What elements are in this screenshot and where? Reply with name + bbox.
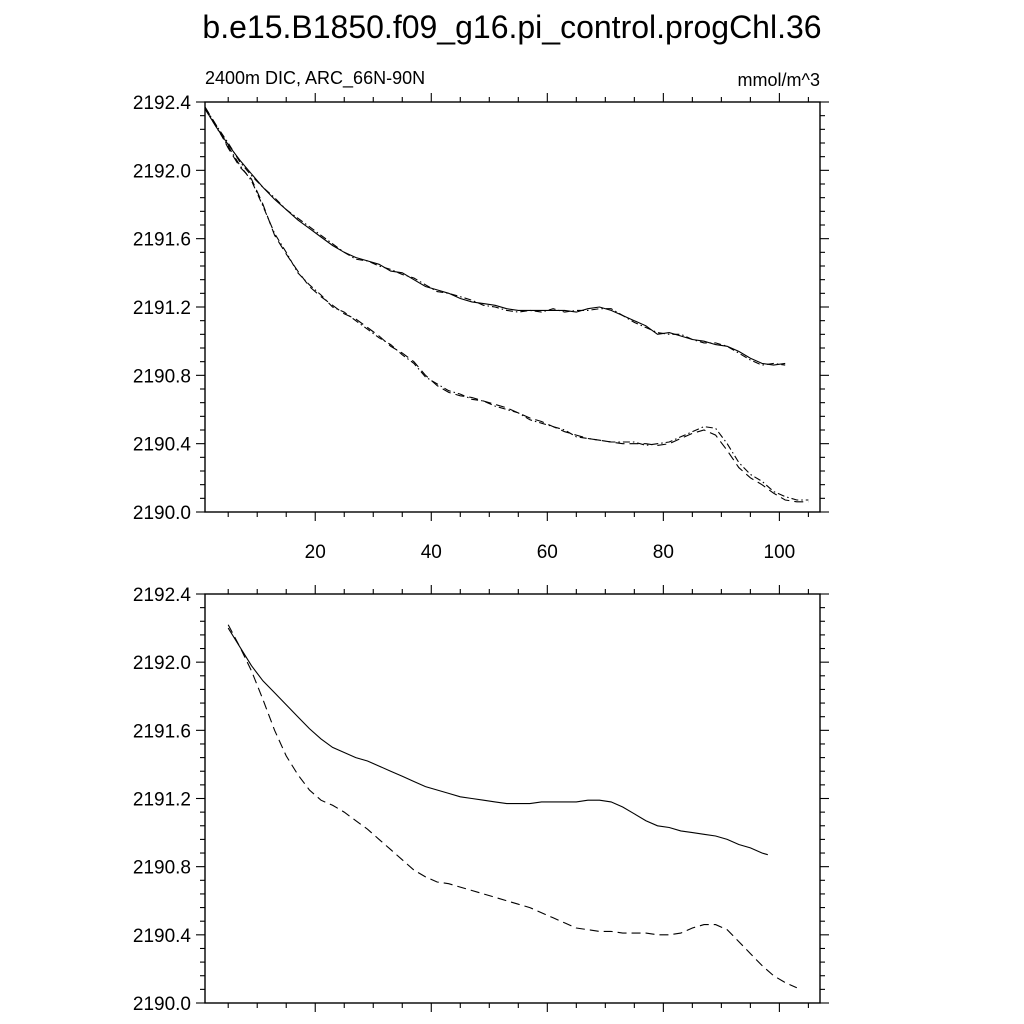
x-tick-label: 80 bbox=[653, 542, 674, 563]
series-line-4-dash-dot bbox=[204, 108, 809, 501]
y-tick-label: 2190.8 bbox=[133, 858, 191, 879]
x-tick-label: 60 bbox=[537, 542, 558, 563]
y-tick-label: 2191.6 bbox=[133, 230, 191, 251]
x-tick-label: 20 bbox=[305, 542, 326, 563]
y-tick-label: 2191.2 bbox=[133, 298, 191, 319]
series-line-1-solid bbox=[227, 627, 768, 856]
series-line-3-dashed bbox=[204, 106, 809, 503]
series-line-2-dashed bbox=[227, 624, 798, 989]
bottom-panel: 2190.0 2190.4 2190.8 2191.2 2191.6 2192.0 2192… bbox=[133, 585, 829, 1015]
y-tick-label: 2192.4 bbox=[133, 93, 192, 114]
plot-frame bbox=[204, 593, 821, 1004]
top-panel-left-label: 2400m DIC, ARC_66N-90N bbox=[205, 68, 425, 89]
top-panel: 2190.0 2190.4 2190.8 2191.2 2191.6 2192.0 2192… bbox=[133, 93, 829, 563]
x-tick-label: 40 bbox=[421, 542, 442, 563]
y-tick-label: 2191.6 bbox=[133, 721, 191, 742]
top-panel-units-label: mmol/m^3 bbox=[738, 70, 820, 90]
y-tick-label: 2192.4 bbox=[133, 585, 192, 606]
y-tick-label: 2190.8 bbox=[133, 366, 191, 387]
y-tick-label: 2191.2 bbox=[133, 790, 191, 811]
figure-title: b.e15.B1850.f09_g16.pi_control.progChl.3… bbox=[202, 9, 821, 45]
plot-frame bbox=[204, 101, 821, 513]
y-tick-label: 2190.0 bbox=[133, 503, 191, 524]
y-tick-label: 2192.0 bbox=[133, 653, 191, 674]
x-tick-label: 100 bbox=[764, 542, 796, 563]
series-line-2-dash-dot bbox=[204, 106, 786, 366]
y-tick-label: 2190.0 bbox=[133, 994, 191, 1015]
y-tick-label: 2192.0 bbox=[133, 161, 191, 182]
y-tick-label: 2190.4 bbox=[133, 435, 192, 456]
y-tick-label: 2190.4 bbox=[133, 926, 192, 947]
series-line-1-solid bbox=[204, 108, 786, 366]
